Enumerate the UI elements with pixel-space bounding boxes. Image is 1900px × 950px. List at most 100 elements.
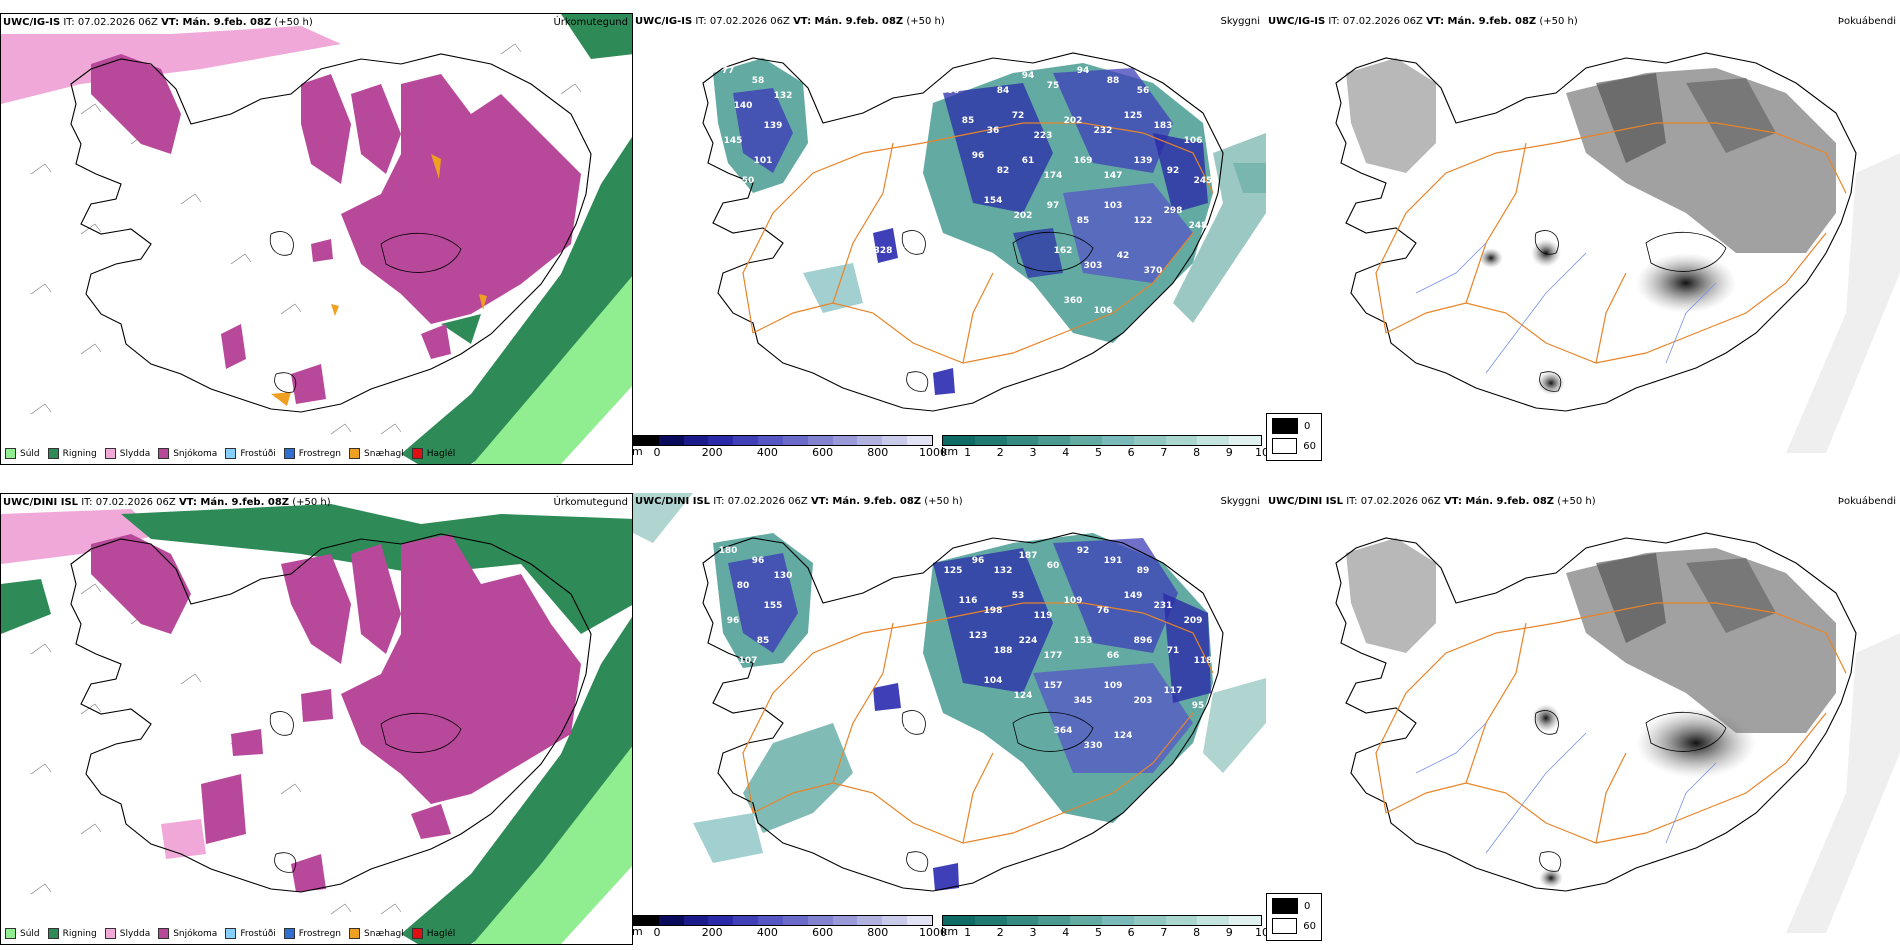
colorbar-tick: 5 xyxy=(1094,446,1102,459)
colorbar-cell xyxy=(708,436,734,445)
cloud-base-value: 63 xyxy=(972,76,985,86)
cloud-base-value: 198 xyxy=(984,606,1003,616)
cloud-base-value: 80 xyxy=(737,581,750,591)
cloud-base-value: 149 xyxy=(1124,591,1143,601)
visibility-colorbar-top: 1 2 3 4 5 6 7 8 9 10 km xyxy=(941,435,1266,459)
cloud-base-value: 50 xyxy=(742,176,755,186)
fog-label: 0 xyxy=(1304,420,1311,432)
colorbar-tick: 1 xyxy=(964,446,972,459)
colorbar-tick: 8 xyxy=(1193,926,1201,939)
legend-swatch xyxy=(411,928,423,939)
legend-item: Rigning xyxy=(47,928,97,939)
colorbar-cell xyxy=(733,436,759,445)
cloudbase-unit: m xyxy=(633,445,643,458)
cloud-base-value: 109 xyxy=(1104,681,1123,691)
cloud-base-value: 370 xyxy=(1144,266,1163,276)
legend-item: Snjókoma xyxy=(158,448,217,459)
legend-item: Haglél xyxy=(411,928,456,939)
cloud-base-value: 60 xyxy=(1047,561,1060,571)
colorbar-tick: 2 xyxy=(996,926,1004,939)
legend-label: Haglél xyxy=(426,928,456,939)
colorbar-cell xyxy=(907,916,932,925)
model-name: UWC/IG-IS xyxy=(3,17,61,28)
cloud-base-value: 92 xyxy=(1077,546,1090,556)
init-time: IT: 07.02.2026 06Z xyxy=(713,496,808,507)
cloud-base-value: 155 xyxy=(764,601,783,611)
colorbar-cell xyxy=(658,436,684,445)
cloud-base-value: 66 xyxy=(947,86,960,96)
precip-map-bottom xyxy=(1,504,632,944)
header-fog-bottom: UWC/DINI ISL IT: 07.02.2026 06Z VT: Mán.… xyxy=(1268,496,1596,508)
colorbar-tick: 200 xyxy=(701,926,723,939)
cloud-base-value: 72 xyxy=(1012,111,1025,121)
legend-label: Súld xyxy=(20,448,40,459)
colorbar-tick: 5 xyxy=(1094,926,1102,939)
panel-title-cloud-bottom: Skyggni xyxy=(1220,496,1260,507)
legend-swatch xyxy=(411,448,423,459)
colorbar-tick: 7 xyxy=(1160,446,1168,459)
legend-label: Frostúði xyxy=(240,928,276,939)
cloud-base-value: 157 xyxy=(1044,681,1063,691)
legend-item: Súld xyxy=(5,448,40,459)
cloud-base-value: 123 xyxy=(969,631,988,641)
cloudbase-colorbar-bottom: 0 200 400 600 800 1000 m xyxy=(633,915,947,939)
cloud-base-value: 191 xyxy=(1104,556,1123,566)
init-time: IT: 07.02.2026 06Z xyxy=(63,17,158,28)
lead-time: (+50 h) xyxy=(274,17,313,28)
legend-label: Rigning xyxy=(62,928,97,939)
cloudbase-unit: m xyxy=(633,925,643,938)
lead-time: (+50 h) xyxy=(1557,496,1596,507)
legend-swatch xyxy=(47,448,59,459)
cloud-base-value: 58 xyxy=(752,76,765,86)
colorbar-cell xyxy=(1101,436,1134,445)
colorbar-tick: 3 xyxy=(1029,926,1037,939)
legend-label: Frostregn xyxy=(298,928,342,939)
lead-time: (+50 h) xyxy=(1539,16,1578,27)
header-precip-bottom: UWC/DINI ISL IT: 07.02.2026 06Z VT: Mán.… xyxy=(3,497,331,509)
colorbar-cell xyxy=(807,916,833,925)
colorbar-tick: 4 xyxy=(1062,446,1070,459)
colorbar-tick: 600 xyxy=(812,926,834,939)
colorbar-cell xyxy=(1070,916,1102,925)
cloud-base-value: 96 xyxy=(752,556,765,566)
legend-item: Slydda xyxy=(104,448,150,459)
legend-item: Slydda xyxy=(104,928,150,939)
cloud-base-value: 140 xyxy=(734,101,753,111)
valid-time: VT: Mán. 9.feb. 08Z xyxy=(793,16,904,27)
legend-item: Rigning xyxy=(47,448,97,459)
colorbar-tick: 7 xyxy=(1160,926,1168,939)
colorbar-tick: 9 xyxy=(1225,446,1233,459)
colorbar-tick: 10 xyxy=(1255,446,1266,459)
legend-swatch xyxy=(158,448,170,459)
legend-label: Frostregn xyxy=(298,448,342,459)
colorbar-cell xyxy=(857,916,883,925)
cloud-map-bottom: 180 96 130 80 155 96 85 107 125 96 132 187 60 92 191 89… xyxy=(633,493,1266,892)
colorbar-cell xyxy=(1165,436,1198,445)
panel-title-fog-bottom: Þokuábendi xyxy=(1837,496,1896,507)
colorbar-cell xyxy=(683,916,709,925)
cloud-base-value: 188 xyxy=(994,646,1013,656)
cloud-base-value: 53 xyxy=(1012,591,1025,601)
colorbar-cell xyxy=(1229,916,1261,925)
legend-item: Frostúði xyxy=(225,448,276,459)
fog-swatch xyxy=(1272,418,1298,434)
legend-swatch xyxy=(225,928,237,939)
colorbar-cell xyxy=(634,436,659,445)
cloud-base-value: 106 xyxy=(1094,306,1113,316)
colorbar-tick: 1 xyxy=(964,926,972,939)
model-name: UWC/DINI ISL xyxy=(635,496,711,507)
colorbar-cell xyxy=(1006,436,1039,445)
precip-legend-top: Súld Rigning Slydda Snjókoma Frostúði Fr… xyxy=(5,448,463,459)
fog-key-row: 60 xyxy=(1272,918,1316,934)
cloud-base-value: 97 xyxy=(1047,201,1060,211)
init-time: IT: 07.02.2026 06Z xyxy=(1328,16,1423,27)
valid-time: VT: Mán. 9.feb. 08Z xyxy=(1443,496,1555,507)
panel-title-cloud-top: Skyggni xyxy=(1220,16,1260,27)
cloud-base-value: 75 xyxy=(1047,81,1060,91)
header-fog-top: UWC/IG-IS IT: 07.02.2026 06Z VT: Mán. 9.… xyxy=(1268,16,1578,28)
header-cloud-bottom: UWC/DINI ISL IT: 07.02.2026 06Z VT: Mán.… xyxy=(635,496,963,508)
legend-item: Súld xyxy=(5,928,40,939)
lead-time: (+50 h) xyxy=(906,16,945,27)
cloud-base-value: 94 xyxy=(1077,66,1090,76)
legend-item: Snæhagl xyxy=(349,448,404,459)
